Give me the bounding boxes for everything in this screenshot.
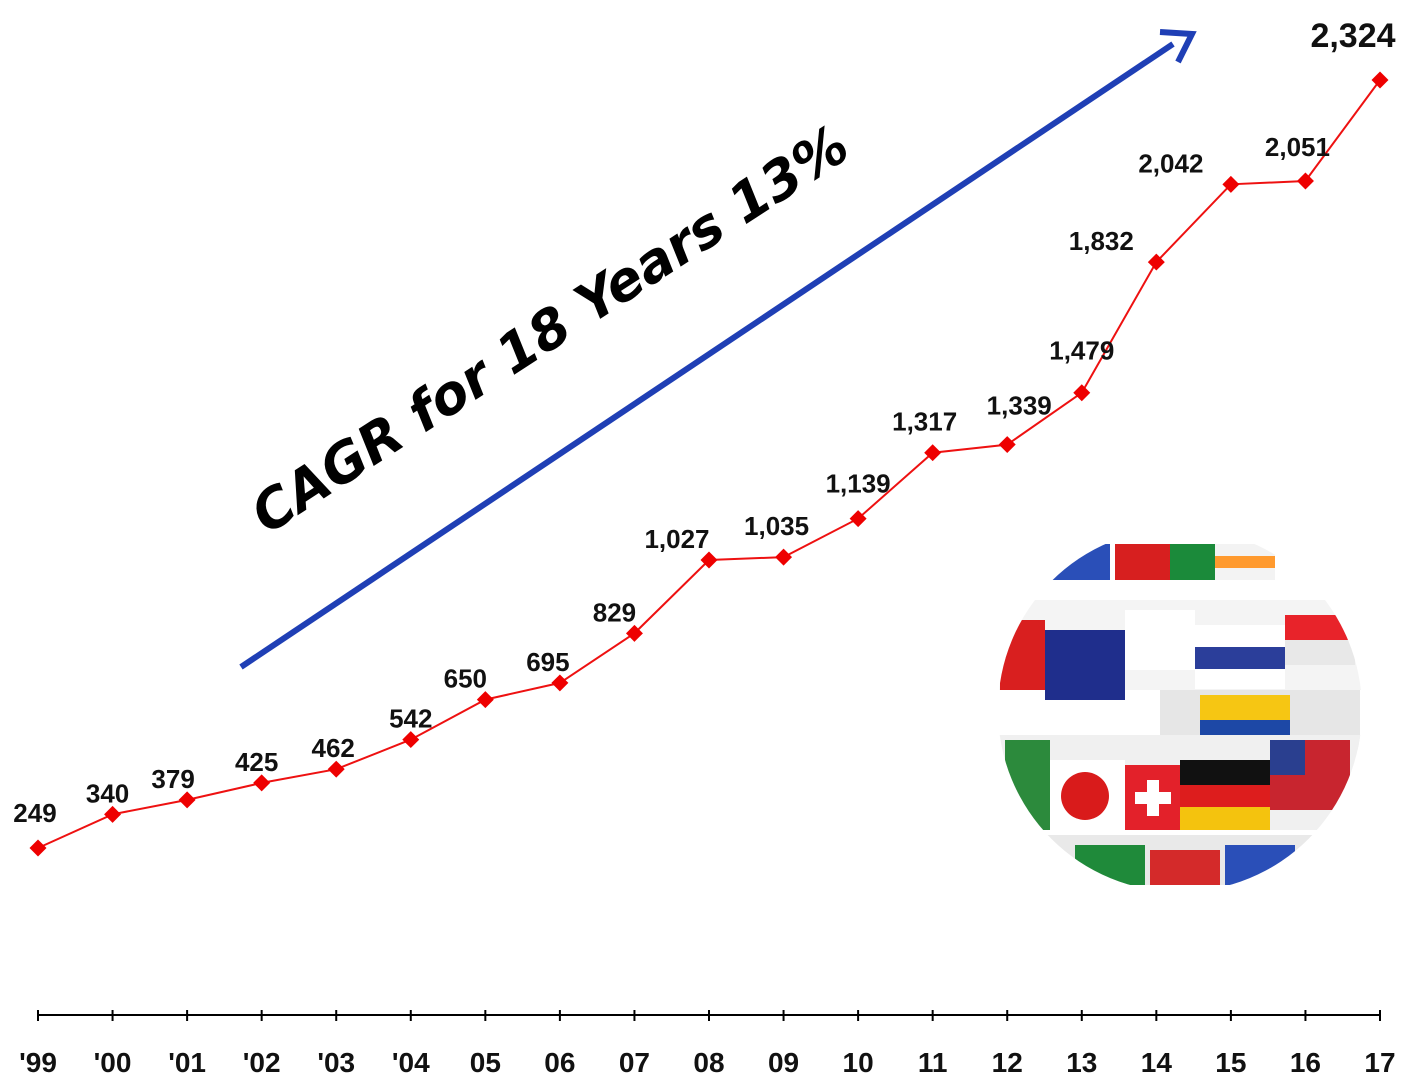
data-label: 829 [593,597,636,627]
cagr-annotation: CAGR for 18 Years 13% [240,113,860,546]
data-point [253,774,271,792]
x-tick-label: '04 [392,1047,430,1075]
data-point [29,839,47,857]
data-label: 695 [526,647,569,677]
data-point [1073,384,1091,402]
data-point [178,791,196,809]
data-point [924,444,942,462]
data-label: 1,832 [1069,226,1134,256]
data-label: 249 [13,798,56,828]
x-tick-label: '01 [168,1047,206,1075]
data-label: 1,317 [892,407,957,437]
cagr-arrowhead [1159,29,1197,64]
data-label: 1,479 [1049,336,1114,366]
cagr-arrow [239,41,1175,670]
data-label: 1,139 [826,469,891,499]
x-tick-label: 15 [1215,1047,1246,1075]
x-tick-label: 07 [619,1047,650,1075]
x-tick-label: 06 [544,1047,575,1075]
data-label: 379 [151,764,194,794]
data-point [625,624,643,642]
data-label: 340 [86,778,129,808]
data-point [1296,172,1314,190]
data-label: 1,027 [644,524,709,554]
data-label: 425 [235,747,278,777]
data-point [1371,71,1389,89]
x-tick-label: 12 [992,1047,1023,1075]
x-tick-label: 11 [918,1047,948,1075]
x-tick-label: 05 [470,1047,501,1075]
x-tick-label: '03 [317,1047,355,1075]
data-label: 1,035 [744,511,809,541]
x-tick-label: 09 [768,1047,799,1075]
data-label: 2,051 [1265,132,1330,162]
data-point [327,760,345,778]
x-tick-label: 08 [693,1047,724,1075]
data-markers [29,71,1389,857]
data-label: 1,339 [987,391,1052,421]
x-tick-label: '99 [19,1047,57,1075]
data-labels: 249 340 379 425 462 542 650 695 829 1,027 1,035 1,1… [13,17,1395,828]
data-point [775,548,793,566]
x-axis-tick-labels: '99 '00 '01 '02 '03 '04 05 06 07 08 09 10 11 12 13 14 15… [19,1047,1395,1075]
x-tick-label: 10 [843,1047,874,1075]
x-tick-label: 17 [1364,1047,1395,1075]
data-point [700,551,718,569]
x-tick-label: 16 [1290,1047,1321,1075]
data-label: 2,324 [1310,17,1395,55]
x-axis-ticks [37,1010,1381,1021]
data-point [551,674,569,692]
x-tick-label: 14 [1141,1047,1173,1075]
data-point [104,805,122,823]
data-label: 542 [389,704,432,734]
flag-globe-icon [998,540,1362,885]
x-tick-label: 13 [1066,1047,1097,1075]
data-point [998,436,1016,454]
data-point [402,731,420,749]
data-label: 462 [312,733,355,763]
data-label: 650 [444,664,487,694]
x-tick-label: '02 [243,1047,281,1075]
data-point [849,510,867,528]
data-point [476,691,494,709]
data-label: 2,042 [1138,148,1203,178]
x-tick-label: '00 [94,1047,132,1075]
